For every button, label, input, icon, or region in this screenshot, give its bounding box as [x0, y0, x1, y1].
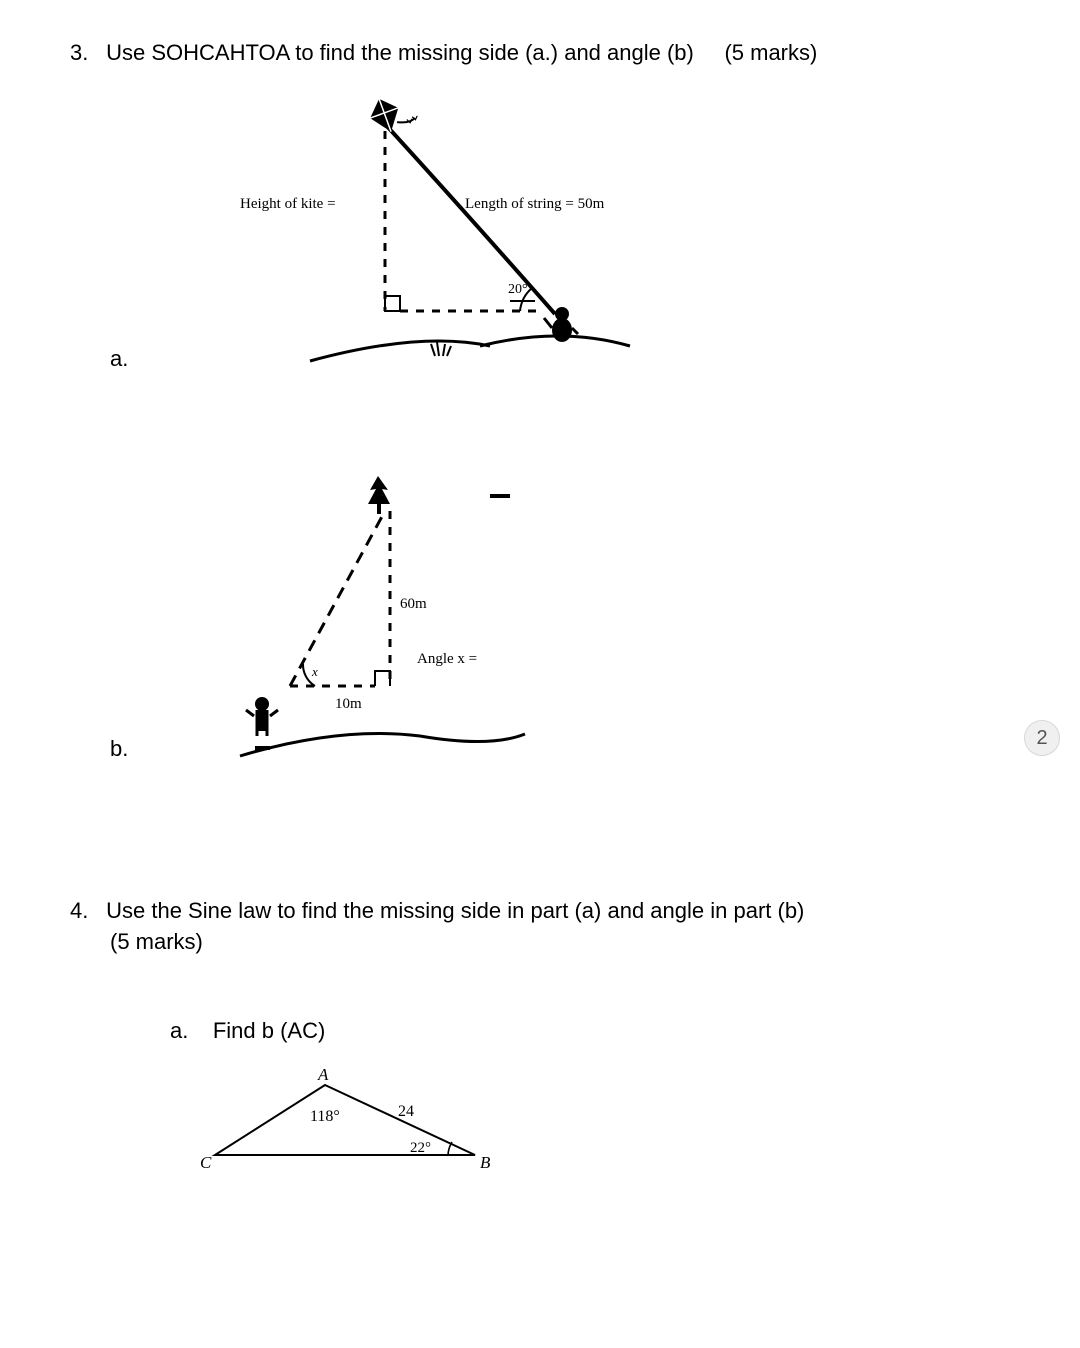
angle-a: 118°	[310, 1108, 340, 1126]
q4-text: Use the Sine law to find the missing sid…	[106, 898, 804, 923]
q4-number: 4.	[70, 896, 100, 927]
page-number-badge: 2	[1024, 720, 1060, 756]
page-number: 2	[1036, 727, 1047, 750]
q4a-letter: a.	[170, 1018, 188, 1043]
q3b-diagram: 60m Angle x = 10m x b.	[160, 456, 580, 776]
q4-section: 4. Use the Sine law to find the missing …	[70, 896, 1010, 1185]
q4-prompt: 4. Use the Sine law to find the missing …	[70, 896, 1010, 958]
kite-string-label: Length of string = 50m	[465, 196, 604, 213]
q3-text: Use SOHCAHTOA to find the missing side (…	[106, 40, 694, 65]
tree-angle-label: Angle x =	[417, 651, 477, 668]
tree-vert-label: 60m	[400, 596, 427, 613]
q3b-label: b.	[110, 736, 128, 762]
q4a-label-row: a. Find b (AC)	[170, 1018, 1010, 1044]
side-ab: 24	[398, 1103, 414, 1121]
q3-prompt: 3. Use SOHCAHTOA to find the missing sid…	[70, 40, 1010, 66]
tree-x-label: x	[312, 664, 318, 680]
vertex-a: A	[318, 1065, 328, 1085]
q4-marks: (5 marks)	[110, 929, 203, 954]
angle-b: 22°	[410, 1140, 431, 1157]
q3-number: 3.	[70, 40, 100, 66]
tree-base-label: 10m	[335, 696, 362, 713]
q3a-diagram: Height of kite = Length of string = 50m …	[160, 96, 680, 396]
q4a-text: Find b (AC)	[213, 1018, 325, 1043]
sine-triangle-svg	[200, 1060, 510, 1180]
vertex-c: C	[200, 1153, 211, 1173]
q3-marks: (5 marks)	[724, 40, 817, 65]
tree-svg	[160, 456, 580, 776]
kite-angle-label: 20°	[508, 282, 528, 298]
kite-svg	[160, 96, 680, 396]
kite-height-label: Height of kite =	[240, 196, 336, 213]
vertex-b: B	[480, 1153, 490, 1173]
q3a-label: a.	[110, 346, 128, 372]
q4a-diagram: A B C 118° 22° 24	[200, 1060, 1010, 1185]
